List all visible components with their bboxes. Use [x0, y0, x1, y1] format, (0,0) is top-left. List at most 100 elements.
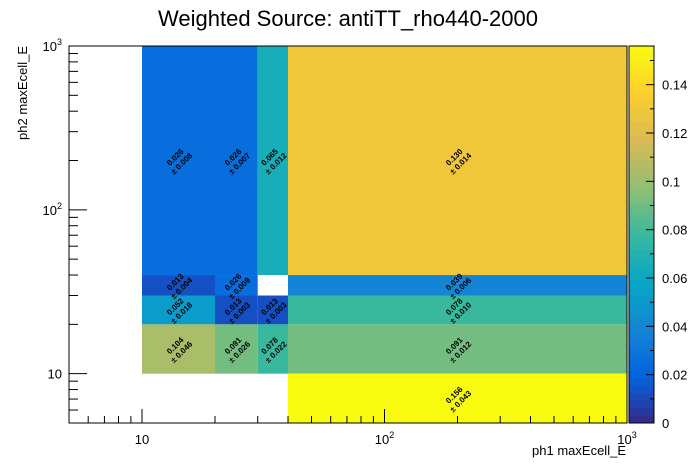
- palette-band: [629, 113, 654, 122]
- palette-band: [629, 385, 654, 394]
- y-axis-ticks: [69, 45, 87, 424]
- heatmap-cell: [287, 324, 627, 374]
- cell-value-label: 0.130± 0.014: [444, 147, 474, 177]
- color-palette: [628, 45, 655, 424]
- palette-band: [629, 83, 654, 92]
- heatmap-cell: [287, 295, 627, 325]
- x-axis-tick-labels: 10 102 103: [135, 430, 637, 447]
- palette-band: [629, 144, 654, 153]
- palette-band: [629, 166, 654, 175]
- palette-band: [629, 272, 654, 281]
- x-tick-base: 10: [375, 432, 389, 447]
- plot-frame: [68, 45, 628, 424]
- palette-band: [629, 98, 654, 107]
- heatmap-cell: [141, 324, 215, 374]
- palette-band: [629, 415, 654, 424]
- palette-band: [629, 400, 654, 409]
- palette-band: [629, 234, 654, 243]
- palette-band: [629, 407, 654, 416]
- heatmap-cells: [141, 46, 627, 423]
- heatmap-cell: [214, 324, 258, 374]
- palette-tick-label: 0: [662, 416, 669, 431]
- x-tick-label: 10: [135, 432, 149, 447]
- palette-band: [629, 174, 654, 183]
- palette-band: [629, 257, 654, 266]
- palette-tick-label: 0.04: [662, 319, 687, 334]
- palette-band: [629, 377, 654, 386]
- y-tick-label: 102: [43, 201, 62, 218]
- heatmap-cell: [257, 46, 288, 276]
- palette-band: [629, 128, 654, 137]
- heatmap-cell: [214, 295, 258, 325]
- palette-band: [629, 204, 654, 213]
- palette-band: [629, 121, 654, 130]
- palette-band: [629, 151, 654, 160]
- chart-title: Weighted Source: antiTT_rho440-2000: [158, 6, 538, 31]
- palette-band: [629, 46, 654, 55]
- palette-band: [629, 249, 654, 258]
- x-axis-label: ph1 maxEcell_E: [532, 443, 626, 458]
- palette-band: [629, 302, 654, 311]
- palette-band: [629, 317, 654, 326]
- palette-tick-label: 0.06: [662, 271, 687, 286]
- palette-band: [629, 370, 654, 379]
- palette-band: [629, 226, 654, 235]
- palette-band: [629, 332, 654, 341]
- palette-tick-label: 0.12: [662, 126, 687, 141]
- heatmap-cell: [257, 295, 288, 325]
- heatmap-cell: [287, 275, 627, 296]
- palette-band: [629, 340, 654, 349]
- palette-band: [629, 159, 654, 168]
- palette-band: [629, 242, 654, 251]
- palette-band: [629, 53, 654, 62]
- palette-band: [629, 355, 654, 364]
- palette-band: [629, 76, 654, 85]
- heatmap-cell: [214, 275, 258, 296]
- y-tick-base: 10: [43, 203, 57, 218]
- y-tick-exponent: 3: [57, 37, 62, 47]
- x-tick-base: 10: [617, 432, 631, 447]
- palette-band: [629, 136, 654, 145]
- y-tick-exponent: 2: [57, 201, 62, 211]
- palette-band: [629, 91, 654, 100]
- heatmap-cell: [141, 295, 215, 325]
- y-tick-base: 10: [43, 39, 57, 54]
- y-tick-label: 103: [43, 37, 62, 54]
- palette-band: [629, 324, 654, 334]
- palette-band: [629, 211, 654, 220]
- palette-tick-label: 0.08: [662, 223, 687, 238]
- x-tick-exponent: 3: [632, 430, 637, 440]
- palette-band: [629, 279, 654, 288]
- y-tick-base: 10: [48, 367, 62, 382]
- palette-band: [629, 309, 654, 318]
- heatmap-cell: [141, 46, 215, 276]
- palette-band: [629, 196, 654, 205]
- palette-band: [629, 347, 654, 356]
- palette-tick-label: 0.02: [662, 368, 687, 383]
- x-tick-base: 10: [135, 432, 149, 447]
- palette-frame: [628, 45, 655, 424]
- x-axis-ticks: [68, 409, 628, 423]
- palette-tick-label: 0.14: [662, 78, 687, 93]
- heatmap-cell: [141, 275, 215, 296]
- y-axis-label: ph2 maxEcell_E: [15, 46, 30, 140]
- palette-band: [629, 219, 654, 228]
- x-tick-label: 103: [617, 430, 636, 447]
- palette-ticks: 0 0.02 0.04 0.06 0.08 0.1 0.12 0.14: [646, 60, 687, 431]
- palette-band: [629, 61, 654, 70]
- palette-band: [629, 68, 654, 77]
- palette-band: [629, 181, 654, 190]
- palette-band: [629, 294, 654, 303]
- x-tick-label: 102: [375, 430, 394, 447]
- heatmap-cell: [287, 46, 627, 276]
- palette-band: [629, 106, 654, 115]
- palette-band: [629, 287, 654, 296]
- palette-band: [629, 362, 654, 371]
- heatmap-cell: [287, 373, 627, 423]
- palette-band: [629, 189, 654, 198]
- palette-band: [629, 264, 654, 273]
- palette-tick-label: 0.1: [662, 174, 680, 189]
- y-tick-label: 10: [48, 367, 62, 382]
